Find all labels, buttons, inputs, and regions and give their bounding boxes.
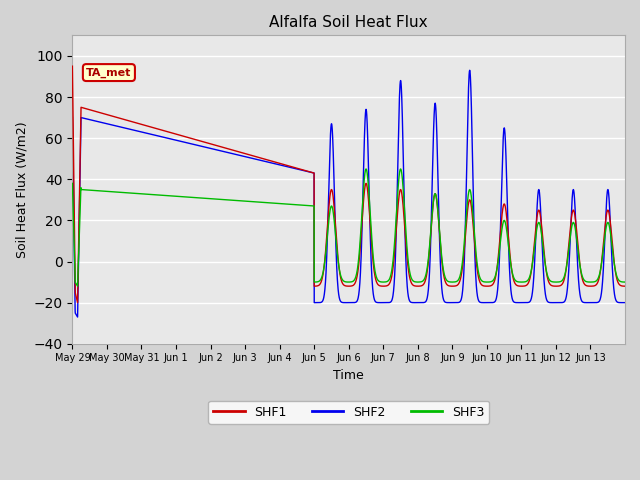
X-axis label: Time: Time (333, 369, 364, 382)
SHF3 (621, 279, 629, 285)
SHF3 (477, 277, 485, 283)
SHF2 (621, 300, 629, 305)
SHF2 (164, 135, 172, 141)
SHF3 (74, 283, 81, 289)
SHF2 (466, 67, 474, 73)
SHF3 (68, 180, 76, 186)
SHF2 (502, 138, 509, 144)
SHF1 (493, 265, 501, 271)
SHF1 (74, 300, 81, 305)
SHF1 (68, 63, 76, 69)
SHF3 (437, 249, 445, 254)
Line: SHF1: SHF1 (72, 66, 625, 302)
Legend: SHF1, SHF2, SHF3: SHF1, SHF2, SHF3 (208, 401, 489, 424)
SHF1 (621, 283, 629, 289)
SHF3 (493, 264, 501, 270)
Y-axis label: Soil Heat Flux (W/m2): Soil Heat Flux (W/m2) (15, 121, 28, 258)
SHF1 (426, 241, 434, 247)
Line: SHF2: SHF2 (72, 70, 625, 317)
SHF2 (68, 115, 76, 120)
SHF3 (502, 220, 509, 226)
SHF1 (437, 250, 445, 255)
Line: SHF3: SHF3 (72, 169, 625, 286)
SHF1 (164, 129, 172, 134)
SHF2 (74, 314, 81, 320)
Title: Alfalfa Soil Heat Flux: Alfalfa Soil Heat Flux (269, 15, 428, 30)
SHF1 (501, 204, 509, 209)
SHF2 (493, 291, 501, 297)
Text: TA_met: TA_met (86, 67, 132, 78)
SHF2 (437, 275, 445, 280)
SHF2 (477, 300, 485, 305)
SHF2 (426, 259, 434, 265)
SHF3 (164, 193, 172, 199)
SHF3 (362, 166, 370, 172)
SHF3 (426, 237, 434, 243)
SHF1 (477, 281, 484, 287)
